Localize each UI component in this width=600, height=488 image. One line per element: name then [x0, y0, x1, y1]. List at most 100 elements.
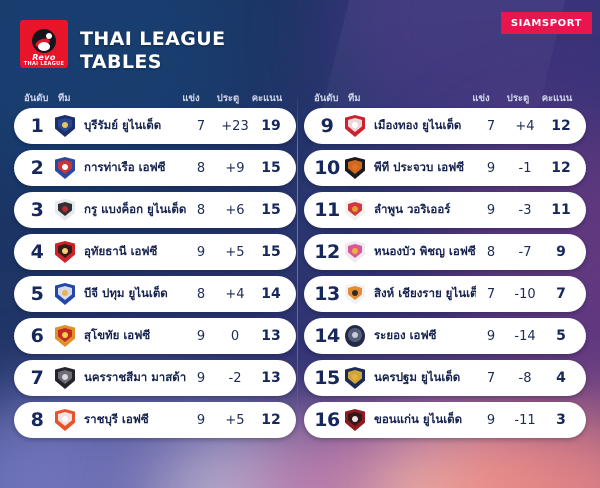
points-value: 12	[551, 160, 571, 176]
page-title-line2: TABLES	[80, 51, 162, 73]
table-row[interactable]: 1 บุรีรัมย์ ยูไนเต็ด 7 +23 19	[14, 108, 296, 144]
table-row[interactable]: 9 เมืองทอง ยูไนเต็ด 7 +4 12	[304, 108, 586, 144]
points-value: 15	[261, 202, 281, 218]
crest-shield-icon	[345, 367, 365, 389]
column-header-goal-diff: ประตู	[216, 92, 240, 104]
table-row[interactable]: 6 สุโขทัย เอฟซี 9 0 13	[14, 318, 296, 354]
club-crest-icon	[52, 199, 78, 221]
team-name: ราชบุรี เอฟซี	[84, 412, 149, 426]
points-value: 9	[556, 244, 566, 260]
goal-diff-value: -10	[514, 286, 536, 302]
logo-subtitle-text: THAI LEAGUE	[23, 61, 65, 67]
played-value: 9	[486, 202, 496, 218]
table-row[interactable]: 2 การท่าเรือ เอฟซี 8 +9 15	[14, 150, 296, 186]
goal-diff-value: -2	[228, 370, 242, 386]
crest-shield-icon	[55, 325, 75, 347]
rank-value: 5	[30, 283, 44, 305]
club-crest-icon	[52, 157, 78, 179]
rank-value: 6	[30, 325, 44, 347]
points-value: 15	[261, 160, 281, 176]
rank-value: 2	[30, 157, 44, 179]
team-name: กรู แบงค็อก ยูไนเต็ด	[84, 202, 186, 216]
points-value: 13	[261, 370, 281, 386]
team-name: หนองบัว พิชญ เอฟซี	[374, 244, 476, 258]
column-header-played: แข่ง	[472, 92, 490, 104]
column-header-rank: อันดับ	[24, 92, 49, 104]
crest-emblem-mark	[352, 332, 358, 338]
points-value: 3	[556, 412, 566, 428]
table-row[interactable]: 7 นครราชสีมา มาสด้า 9 -2 13	[14, 360, 296, 396]
table-row[interactable]: 10 พีที ประจวบ เอฟซี 9 -1 12	[304, 150, 586, 186]
table-header-right: อันดับ ทีม แข่ง ประตู คะแนน	[304, 88, 586, 108]
crest-emblem-mark	[352, 374, 358, 380]
team-name: การท่าเรือ เอฟซี	[84, 160, 166, 174]
crest-shield-icon	[345, 115, 365, 137]
points-value: 14	[261, 286, 281, 302]
crest-shield-icon	[345, 283, 365, 305]
rank-value: 15	[314, 367, 340, 389]
crest-emblem-mark	[352, 164, 358, 170]
club-crest-icon	[342, 367, 368, 389]
goal-diff-value: 0	[230, 328, 240, 344]
club-crest-icon	[52, 409, 78, 431]
played-value: 9	[196, 328, 206, 344]
rank-value: 11	[314, 199, 340, 221]
rank-value: 13	[314, 283, 340, 305]
played-value: 8	[196, 286, 206, 302]
club-crest-icon	[52, 241, 78, 263]
column-header-rank: อันดับ	[314, 92, 339, 104]
points-value: 4	[556, 370, 566, 386]
club-crest-icon	[342, 241, 368, 263]
club-crest-icon	[52, 283, 78, 305]
crest-shield-icon	[345, 409, 365, 431]
crest-emblem-mark	[352, 416, 358, 422]
table-row[interactable]: 13 สิงห์ เชียงราย ยูไนเต็ด 7 -10 7	[304, 276, 586, 312]
goal-diff-value: +5	[225, 244, 245, 260]
column-header-goal-diff: ประตู	[506, 92, 530, 104]
table-row[interactable]: 16 ขอนแก่น ยูไนเต็ด 9 -11 3	[304, 402, 586, 438]
rank-value: 9	[320, 115, 334, 137]
played-value: 7	[486, 370, 496, 386]
goal-diff-value: -1	[518, 160, 532, 176]
column-header-points: คะแนน	[251, 92, 283, 104]
goal-diff-value: +23	[221, 118, 249, 134]
club-crest-icon	[342, 325, 368, 347]
crest-emblem-mark	[62, 290, 68, 296]
page-title: THAI LEAGUE TABLES	[80, 28, 225, 74]
logo-revo-text: Revo	[32, 53, 56, 62]
rank-value: 14	[314, 325, 340, 347]
team-name: สิงห์ เชียงราย ยูไนเต็ด	[374, 286, 476, 300]
rank-value: 12	[314, 241, 340, 263]
standings-column-right: อันดับ ทีม แข่ง ประตู คะแนน 9 เมืองทอง ยู…	[304, 88, 586, 444]
played-value: 9	[196, 370, 206, 386]
team-name: บีจี ปทุม ยูไนเต็ด	[84, 286, 168, 300]
points-value: 12	[261, 412, 281, 428]
table-row[interactable]: 12 หนองบัว พิชญ เอฟซี 8 -7 9	[304, 234, 586, 270]
crest-emblem-mark	[62, 248, 68, 254]
points-value: 5	[556, 328, 566, 344]
crest-shield-icon	[55, 115, 75, 137]
table-row[interactable]: 4 อุทัยธานี เอฟซี 9 +5 15	[14, 234, 296, 270]
table-row[interactable]: 8 ราชบุรี เอฟซี 9 +5 12	[14, 402, 296, 438]
table-row[interactable]: 3 กรู แบงค็อก ยูไนเต็ด 8 +6 15	[14, 192, 296, 228]
standings-rows-left: 1 บุรีรัมย์ ยูไนเต็ด 7 +23 19 2 การท่าเรือ เอฟ…	[14, 108, 296, 438]
goal-diff-value: +4	[225, 286, 245, 302]
rank-value: 7	[30, 367, 44, 389]
club-crest-icon	[342, 157, 368, 179]
table-row[interactable]: 15 นครปฐม ยูไนเต็ด 7 -8 4	[304, 360, 586, 396]
table-row[interactable]: 5 บีจี ปทุม ยูไนเต็ด 8 +4 14	[14, 276, 296, 312]
rank-value: 1	[30, 115, 44, 137]
played-value: 9	[196, 244, 206, 260]
crest-shield-icon	[55, 409, 75, 431]
goal-diff-value: -14	[514, 328, 536, 344]
crest-shield-icon	[55, 241, 75, 263]
rank-value: 8	[30, 409, 44, 431]
table-header-left: อันดับ ทีม แข่ง ประตู คะแนน	[14, 88, 296, 108]
table-row[interactable]: 14 ระยอง เอฟซี 9 -14 5	[304, 318, 586, 354]
played-value: 9	[196, 412, 206, 428]
crest-emblem-mark	[62, 374, 68, 380]
table-row[interactable]: 11 ลำพูน วอริเออร์ 9 -3 11	[304, 192, 586, 228]
goal-diff-value: +6	[225, 202, 245, 218]
played-value: 8	[196, 160, 206, 176]
